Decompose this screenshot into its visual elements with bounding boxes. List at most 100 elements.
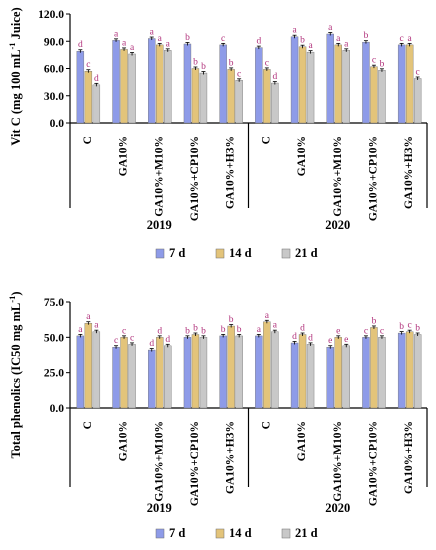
bar (306, 51, 315, 124)
bar (148, 38, 156, 124)
bar (120, 337, 128, 409)
category-label: GA10%+M10% (153, 136, 165, 217)
significance-letter: c (400, 34, 404, 44)
significance-letter: a (265, 311, 270, 321)
bar (219, 335, 227, 409)
category-label: GA10%+CP10% (189, 421, 201, 506)
bar (235, 335, 243, 409)
category-label: GA10%+H3% (403, 421, 415, 494)
bar (271, 82, 279, 124)
significance-letter: c (364, 326, 368, 336)
bar (199, 72, 208, 124)
legend-swatch (155, 528, 165, 539)
significance-letter: e (344, 335, 348, 345)
bar (183, 43, 192, 124)
significance-letter: b (221, 325, 226, 335)
category-label: GA10% (118, 421, 130, 461)
significance-letter: c (122, 326, 126, 336)
chart-2: 0.0 25.0 50.0 75.0 Total phenolics (IC50 mg … (7, 291, 428, 540)
category-label: C (260, 136, 272, 144)
y-tick-label: 120.0 (38, 9, 64, 21)
significance-letter: a (94, 321, 99, 331)
bar (235, 80, 243, 124)
category-label: C (82, 136, 94, 144)
bar (84, 71, 93, 124)
significance-letter: c (265, 58, 269, 68)
significance-letter: c (237, 69, 241, 79)
bar (263, 321, 271, 409)
significance-letter: b (193, 58, 198, 68)
significance-letter: b (380, 59, 385, 69)
significance-letter: a (328, 23, 333, 33)
category-label: GA10%+M10% (332, 421, 344, 502)
significance-letter: a (78, 325, 83, 335)
y-axis-label-rest: Juice) (9, 7, 23, 42)
bar (156, 337, 164, 409)
bar (191, 334, 200, 409)
significance-letter: a (408, 34, 413, 44)
significance-letter: e (328, 336, 332, 346)
bar (199, 337, 208, 409)
significance-letter: d (272, 72, 277, 82)
category-label: GA10%+H3% (225, 421, 237, 494)
y-tick-label: 30.0 (44, 91, 64, 103)
bar (84, 323, 93, 409)
year-group-label: 2019 (147, 218, 172, 232)
bar (148, 349, 156, 409)
bar (397, 332, 406, 409)
bar (342, 50, 350, 124)
bar (92, 331, 101, 409)
bar (156, 44, 164, 124)
significance-letter: c (114, 336, 118, 346)
legend-label: 7 d (169, 246, 185, 260)
bar (92, 84, 101, 124)
bar (413, 334, 422, 409)
chart-1: 0.0 30.0 60.0 90.0 120.0 Vit C (mg 100 mL-1 J… (7, 7, 428, 260)
y-axis-label-exponent: -1 (7, 42, 17, 49)
significance-letter: d (157, 326, 162, 336)
category-label: GA10%+H3% (225, 136, 237, 209)
category-label: GA10%+CP10% (367, 136, 379, 221)
significance-letter: b (229, 58, 234, 68)
bar (76, 335, 85, 409)
bar (290, 342, 299, 409)
bar (362, 337, 370, 409)
legend-swatch (155, 248, 165, 259)
significance-letter: b (185, 326, 190, 336)
significance-letter: a (114, 29, 119, 39)
bar (326, 33, 334, 124)
significance-letter: a (273, 321, 278, 331)
significance-letter: b (364, 31, 369, 41)
significance-letter: b (237, 325, 242, 335)
significance-letter: a (158, 34, 163, 44)
significance-letter: b (201, 326, 206, 336)
significance-letter: d (94, 74, 99, 84)
significance-letter: a (166, 39, 171, 49)
bar (128, 53, 136, 124)
bar (326, 347, 334, 409)
significance-letter: b (415, 324, 420, 334)
y-axis-label: Vit C (mg 100 mL-1 Juice) (7, 7, 23, 145)
category-label: GA10% (118, 136, 130, 176)
bar (334, 44, 342, 124)
bar (255, 335, 263, 409)
bar (362, 41, 370, 124)
legend-swatch (215, 248, 225, 259)
legend-label: 14 d (229, 526, 252, 540)
significance-letter: a (150, 28, 155, 38)
significance-letter: a (86, 312, 91, 322)
bar (298, 334, 307, 409)
significance-letter: d (300, 324, 305, 334)
bar (334, 337, 342, 409)
y-tick-label: 25.0 (44, 368, 64, 380)
bar (378, 337, 386, 409)
bar (271, 331, 279, 409)
y-tick-label: 60.0 (44, 64, 64, 76)
legend-label: 21 d (295, 246, 318, 260)
significance-letter: c (86, 60, 90, 70)
bar (397, 44, 406, 124)
significance-letter: b (399, 322, 404, 332)
significance-letter: a (308, 41, 313, 51)
bar (342, 345, 350, 409)
legend-swatch (215, 528, 225, 539)
